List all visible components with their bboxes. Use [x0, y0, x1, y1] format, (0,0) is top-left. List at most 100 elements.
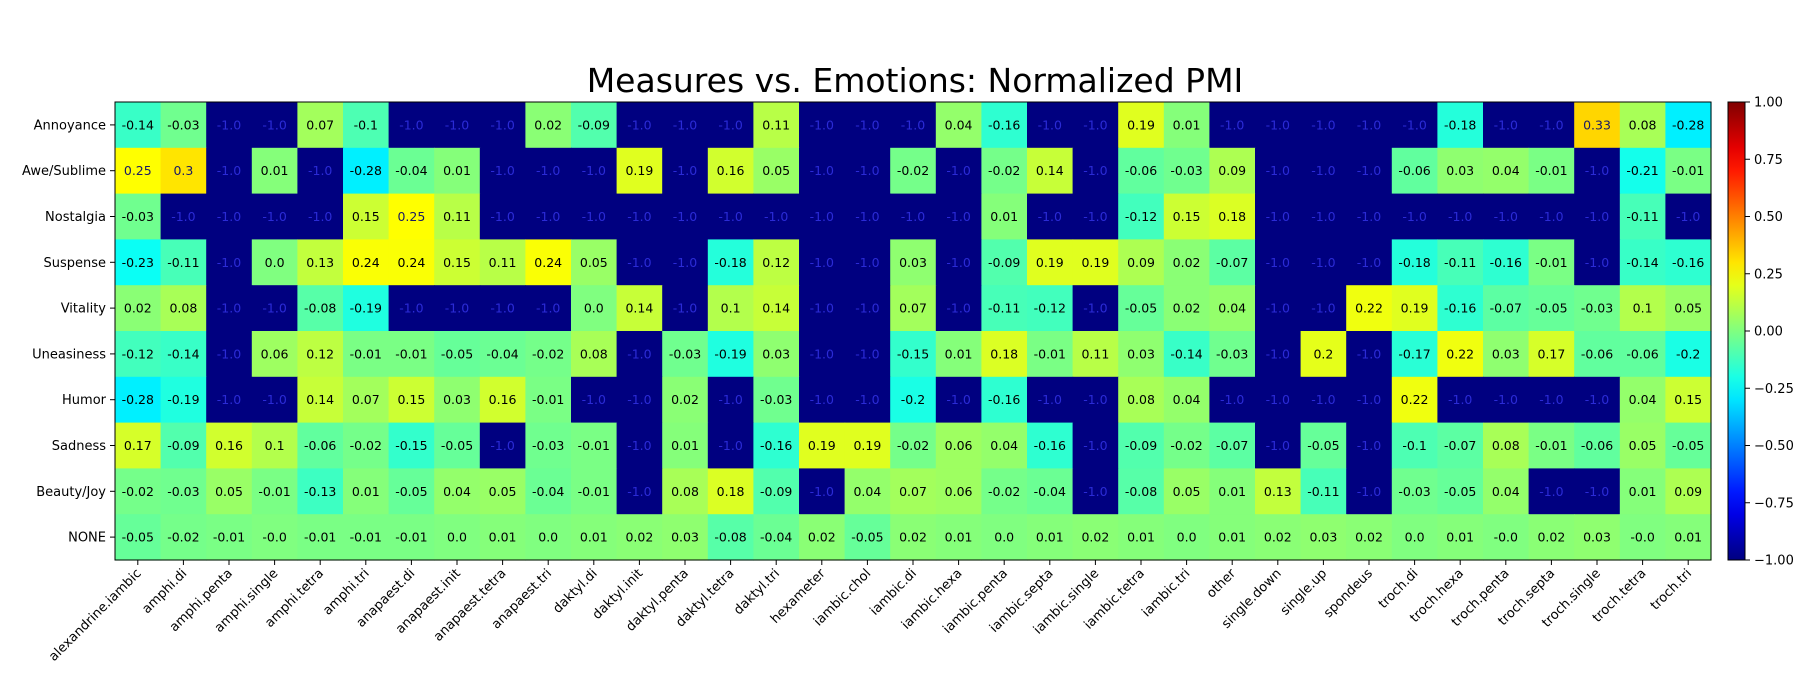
heatmap-cell	[1255, 468, 1302, 515]
heatmap-cell-label: 0.12	[306, 346, 334, 361]
heatmap-cell-label: 0.08	[169, 301, 197, 316]
heatmap-cell	[1437, 422, 1484, 469]
heatmap-cell	[343, 193, 390, 240]
heatmap-cell	[251, 376, 298, 424]
heatmap-cell	[616, 422, 663, 469]
heatmap-cell-label: -0.09	[1125, 438, 1157, 453]
heatmap-cell	[935, 102, 982, 149]
heatmap-cell-label: -1.0	[1266, 117, 1290, 132]
heatmap-cell-label: -0.19	[714, 346, 746, 361]
heatmap-cell-label: -1.0	[262, 392, 286, 407]
heatmap-cell	[1300, 468, 1347, 515]
heatmap-cell-label: -0.18	[1444, 117, 1476, 132]
colorbar-gradient	[1727, 101, 1746, 561]
heatmap-cell-label: 0.25	[124, 163, 152, 178]
heatmap-cell	[1027, 239, 1074, 286]
heatmap-cell-label: -0.09	[988, 255, 1020, 270]
heatmap-cell-label: -1.0	[1494, 117, 1518, 132]
heatmap-cell-label: -0.1	[1402, 438, 1426, 453]
heatmap-cell	[935, 147, 982, 195]
heatmap-cell	[525, 102, 572, 149]
heatmap-cell-label: -1.0	[1038, 117, 1062, 132]
heatmap-cell-label: -0.15	[897, 346, 929, 361]
heatmap-cell	[343, 376, 390, 424]
heatmap-cell	[479, 331, 526, 378]
heatmap-cell-label: -0.02	[988, 163, 1020, 178]
heatmap-cell-label: -0.16	[1672, 255, 1704, 270]
heatmap-cell-label: 0.24	[352, 255, 380, 270]
heatmap-cell	[525, 239, 572, 286]
heatmap-cell-label: -1.0	[627, 392, 651, 407]
heatmap-cell-label: -1.0	[718, 438, 742, 453]
heatmap-cell-label: -1.0	[1311, 209, 1335, 224]
heatmap-cell	[1391, 102, 1438, 149]
heatmap-cell-label: 0.05	[215, 484, 243, 499]
heatmap-cell-label: -0.01	[258, 484, 290, 499]
heatmap-cell-label: -1.0	[1402, 117, 1426, 132]
heatmap-cell-label: -1.0	[1266, 346, 1290, 361]
heatmap-cell	[616, 285, 663, 332]
heatmap-cell-label: -1.0	[1448, 209, 1472, 224]
heatmap-cell-label: -1.0	[490, 438, 514, 453]
heatmap-cell	[1391, 468, 1438, 515]
heatmap-cell	[1255, 376, 1302, 424]
heatmap-cell-label: -0.05	[1535, 301, 1567, 316]
heatmap-cell	[1528, 102, 1575, 149]
heatmap-cell	[1072, 514, 1119, 561]
heatmap-cell-label: 0.15	[443, 255, 471, 270]
heatmap-cell-label: 0.33	[1583, 117, 1611, 132]
x-tick-label: troch.di	[1376, 566, 1422, 612]
heatmap-cell-label: -1.0	[445, 117, 469, 132]
heatmap-cell	[1300, 285, 1347, 332]
heatmap-cell	[1665, 376, 1712, 424]
heatmap-cell	[844, 285, 891, 332]
heatmap-cell-label: 0.04	[990, 438, 1018, 453]
heatmap-cell	[434, 376, 481, 424]
heatmap-cell-label: -1.0	[1083, 438, 1107, 453]
heatmap-cell-label: -0.03	[1398, 484, 1430, 499]
heatmap-cell-label: -1.0	[1038, 392, 1062, 407]
heatmap-cell	[297, 376, 344, 424]
heatmap-cell-label: 0.13	[306, 255, 334, 270]
heatmap-cell	[1163, 147, 1210, 195]
heatmap-cell-label: -1.0	[627, 255, 651, 270]
heatmap-cell-label: -1.0	[1357, 346, 1381, 361]
heatmap-cell	[1072, 239, 1119, 286]
heatmap-cell	[707, 468, 754, 515]
heatmap-cell	[1483, 376, 1530, 424]
heatmap-cell-label: -0.01	[1535, 255, 1567, 270]
heatmap-cell-label: -1.0	[217, 209, 241, 224]
heatmap-cell-label: -1.0	[810, 209, 834, 224]
heatmap-cell	[799, 422, 846, 469]
heatmap-cell-label: 0.05	[1173, 484, 1201, 499]
heatmap-cell	[1619, 239, 1666, 286]
heatmap-cell	[981, 147, 1028, 195]
heatmap-cell-label: -0.01	[532, 392, 564, 407]
heatmap-cell	[206, 468, 253, 515]
heatmap-cell-labels: -0.14 -0.03 -1.0 -1.0 0.07 -0.1 -1.0 -1.0 -1.0 0.…	[122, 117, 1705, 544]
heatmap-cell-label: 0.02	[124, 301, 152, 316]
heatmap-cell	[981, 422, 1028, 469]
heatmap-cell-label: -0.18	[1398, 255, 1430, 270]
heatmap-cell	[251, 147, 298, 195]
heatmap-cell	[1209, 239, 1256, 286]
heatmap-cell	[115, 331, 162, 378]
heatmap-cell	[1665, 422, 1712, 469]
heatmap-cell-label: -0.14	[122, 117, 154, 132]
heatmap-cell	[890, 331, 937, 378]
heatmap-cell-label: -1.0	[673, 301, 697, 316]
heatmap-cell	[1528, 285, 1575, 332]
heatmap-cell-label: -1.0	[490, 117, 514, 132]
heatmap-cell-label: -0.0	[262, 530, 286, 545]
heatmap-cell	[1574, 147, 1621, 195]
heatmap-cell	[1665, 193, 1712, 240]
heatmap-cell	[844, 193, 891, 240]
heatmap-cell	[1483, 239, 1530, 286]
heatmap-cell-label: -0.11	[167, 255, 199, 270]
heatmap-cell	[1437, 331, 1484, 378]
heatmap-cell	[1391, 331, 1438, 378]
heatmap-cell-label: 0.08	[580, 346, 608, 361]
heatmap-cell	[479, 376, 526, 424]
heatmap-cell-label: -1.0	[1585, 484, 1609, 499]
heatmap-cell-label: -1.0	[946, 255, 970, 270]
